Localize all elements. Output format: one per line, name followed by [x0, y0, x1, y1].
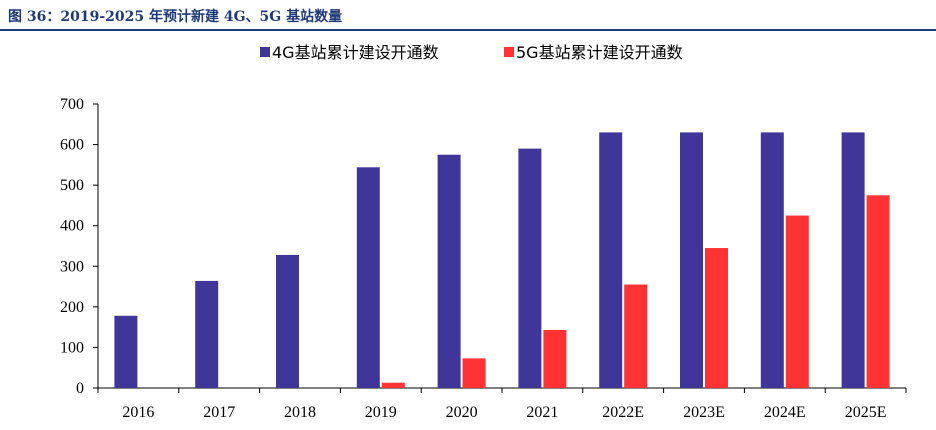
- 5g-bar-2022e: [624, 284, 648, 388]
- legend-label-5g: 5G基站累计建设开通数: [516, 43, 683, 62]
- x-tick-label: 2023E: [683, 404, 725, 421]
- y-tick-label: 500: [60, 177, 84, 194]
- 4g-bar-2019: [356, 167, 380, 388]
- 5g-bar-2019: [381, 382, 405, 388]
- y-tick-label: 700: [60, 96, 84, 113]
- 4g-bar-2025e: [841, 132, 865, 388]
- 4g-bar-2017: [195, 280, 219, 388]
- 4g-bar-2020: [437, 154, 461, 388]
- y-tick-label: 200: [60, 299, 84, 316]
- figure-title: 图 36：2019-2025 年预计新建 4G、5G 基站数量: [8, 9, 343, 25]
- 4g-bar-2024e: [760, 132, 784, 388]
- legend: 4G基站累计建设开通数 5G基站累计建设开通数: [260, 43, 683, 62]
- 5g-bar-2023e: [705, 248, 728, 388]
- 5g-bar-2020: [462, 358, 486, 388]
- 4g-bar-2022e: [599, 132, 623, 388]
- 4g-bar-2021: [518, 148, 542, 388]
- 5g-bar-2024e: [785, 215, 809, 388]
- 5g-bar-2025e: [866, 195, 890, 388]
- x-tick-label: 2025E: [845, 404, 887, 421]
- legend-swatch-4g: [260, 47, 270, 57]
- x-tick-label: 2024E: [764, 404, 806, 421]
- x-tick-label: 2019: [365, 404, 397, 421]
- legend-swatch-5g: [504, 47, 514, 57]
- 4g-bar-2023e: [680, 132, 703, 388]
- 5g-bar-2021: [543, 329, 567, 388]
- 4g-bar-2016: [114, 315, 138, 388]
- tick-labels: 0 100 200 300 400 500 600 700 2016 2017 2018 2019 20…: [60, 96, 886, 421]
- y-tick-label: 300: [60, 258, 84, 275]
- y-tick-label: 400: [60, 218, 84, 235]
- y-tick-label: 0: [76, 380, 84, 397]
- title-divider: [0, 29, 936, 31]
- bars: [114, 132, 890, 388]
- x-tick-label: 2020: [446, 404, 478, 421]
- y-tick-label: 100: [60, 339, 84, 356]
- x-tick-label: 2022E: [602, 404, 644, 421]
- x-tick-label: 2018: [284, 404, 316, 421]
- x-tick-label: 2016: [122, 404, 154, 421]
- legend-label-4g: 4G基站累计建设开通数: [272, 43, 439, 62]
- x-tick-label: 2017: [203, 404, 235, 421]
- y-tick-label: 600: [60, 137, 84, 154]
- x-tick-label: 2021: [526, 404, 558, 421]
- 4g-bar-2018: [276, 254, 299, 388]
